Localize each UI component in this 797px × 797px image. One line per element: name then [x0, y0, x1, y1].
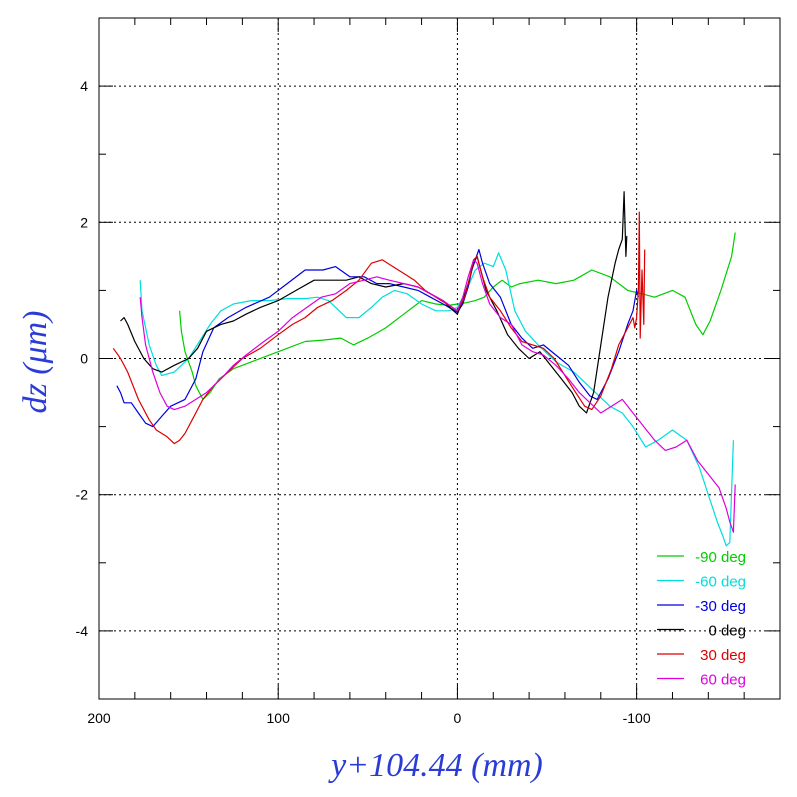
- series-line: [116, 248, 639, 428]
- y-tick-label: 4: [80, 78, 88, 94]
- series-line: [112, 211, 646, 445]
- x-tick-label: -100: [623, 710, 651, 726]
- legend-label: -60 deg: [695, 574, 746, 591]
- x-tick-label: 100: [267, 710, 291, 726]
- legend-label: 60 deg: [700, 672, 746, 689]
- y-tick-label: -4: [76, 623, 89, 639]
- x-axis-title: y+104.44 (mm): [328, 747, 543, 784]
- series-line: [120, 191, 628, 414]
- series-lines: [112, 191, 736, 547]
- legend-label: -90 deg: [695, 549, 746, 566]
- y-tick-label: 2: [80, 214, 88, 230]
- legend: -90 deg -60 deg -30 deg 0 deg 30 deg 60 deg: [657, 549, 746, 689]
- y-tick-label: 0: [80, 351, 88, 367]
- y-tick-label: -2: [76, 487, 89, 503]
- legend-label: 0 deg: [708, 623, 746, 640]
- x-tick-label: 200: [87, 710, 111, 726]
- series-line: [139, 252, 734, 547]
- x-tick-label: 0: [454, 710, 462, 726]
- series-line: [139, 259, 736, 533]
- legend-label: 30 deg: [700, 647, 746, 664]
- legend-label: -30 deg: [695, 598, 746, 615]
- y-axis-title: dz (μm): [17, 311, 54, 414]
- tick-labels: 200 100 0 -100 4 2 0 -2 -4: [76, 78, 651, 726]
- axis-ticks: [98, 17, 781, 700]
